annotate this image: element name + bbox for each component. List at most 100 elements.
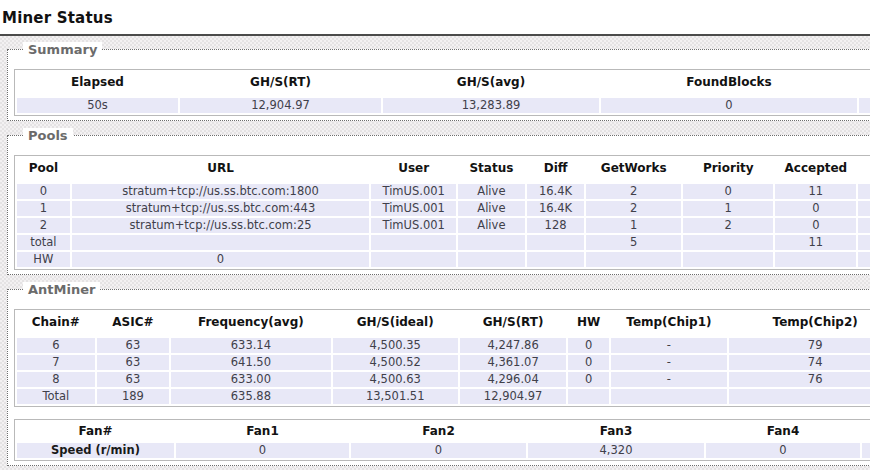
table-cell: 7 — [17, 355, 95, 370]
table-cell: 6 — [17, 338, 95, 353]
table-cell: 11 — [775, 235, 856, 250]
table-cell — [858, 235, 870, 250]
table-cell: 4,500.52 — [333, 355, 458, 370]
column-header-spacer — [862, 422, 870, 441]
table-cell — [862, 443, 870, 458]
header-row: PoolURLUserStatusDiffGetWorksPriorityAcc… — [17, 158, 870, 182]
table-cell: 0 — [351, 443, 526, 458]
table-cell: Alive — [458, 218, 525, 233]
table-cell: 0 — [601, 98, 857, 113]
table-row: 863633.004,500.634,296.040-76 — [17, 372, 870, 387]
page-content: Summary ElapsedGH/S(RT)GH/S(avg)FoundBlo… — [0, 36, 870, 470]
table-cell: 4,320 — [528, 443, 704, 458]
table-cell: 128 — [527, 218, 585, 233]
column-header: GH/S(RT) — [180, 72, 381, 96]
header-row: ElapsedGH/S(RT)GH/S(avg)FoundBlocks — [17, 72, 870, 96]
table-cell — [611, 389, 727, 404]
header-row: Fan#Fan1Fan2Fan3Fan4 — [17, 422, 870, 441]
table-cell — [527, 252, 585, 267]
table-cell — [568, 389, 609, 404]
table-cell: 0 — [568, 372, 609, 387]
table-cell: 0 — [775, 201, 856, 216]
table-cell: - — [611, 372, 727, 387]
table-cell — [683, 252, 773, 267]
table-cell: 4,296.04 — [460, 372, 566, 387]
column-header: Priority — [683, 158, 773, 182]
table-cell: 4,500.63 — [333, 372, 458, 387]
table-cell: 1 — [17, 201, 70, 216]
table-cell: 16.4K — [527, 201, 585, 216]
table-cell: 1 — [586, 218, 681, 233]
column-header: Fan4 — [706, 422, 860, 441]
table-cell — [729, 389, 870, 404]
column-header: GetWorks — [586, 158, 681, 182]
antminer-section: AntMiner Chain#ASIC#Frequency(avg)GH/S(i… — [7, 282, 870, 466]
table-cell: 12,904.97 — [460, 389, 566, 404]
table-cell: 1 — [683, 201, 773, 216]
table-row: HW0 — [17, 252, 870, 267]
table-cell: 0 — [17, 184, 70, 199]
column-header: Chain# — [17, 312, 95, 336]
summary-legend: Summary — [23, 42, 102, 57]
table-cell: 4,500.35 — [333, 338, 458, 353]
table-cell: 2 — [586, 184, 681, 199]
table-row: 2stratum+tcp://us.ss.btc.com:25TimUS.001… — [17, 218, 870, 233]
column-header: GH/S(avg) — [383, 72, 599, 96]
table-cell: total — [17, 235, 70, 250]
table-cell: 4,361.07 — [460, 355, 566, 370]
table-cell — [458, 235, 525, 250]
column-header: GH/S(ideal) — [333, 312, 458, 336]
table-cell: 189 — [97, 389, 170, 404]
table-row: 763641.504,500.524,361.070-74 — [17, 355, 870, 370]
table-cell: 50s — [17, 98, 178, 113]
table-cell: Alive — [458, 184, 525, 199]
table-cell: 63 — [97, 338, 170, 353]
column-header: Fan2 — [351, 422, 526, 441]
column-header-spacer — [859, 72, 870, 96]
column-header: Elapsed — [17, 72, 178, 96]
column-header: Status — [458, 158, 525, 182]
table-cell: 0 — [683, 184, 773, 199]
table-cell: 76 — [729, 372, 870, 387]
table-row: Speed (r/min)004,3200 — [17, 443, 870, 458]
column-header: HW — [568, 312, 609, 336]
column-header: Temp(Chip1) — [611, 312, 727, 336]
table-cell — [527, 235, 585, 250]
table-cell — [858, 218, 870, 233]
column-header: GH/S(RT) — [460, 312, 566, 336]
table-cell: 63 — [97, 355, 170, 370]
table-cell — [683, 235, 773, 250]
table-cell: stratum+tcp://us.ss.btc.com:1800 — [72, 184, 370, 199]
table-cell — [72, 235, 370, 250]
antminer-legend: AntMiner — [23, 282, 100, 297]
table-cell: 12,904.97 — [180, 98, 381, 113]
table-cell: - — [611, 355, 727, 370]
table-cell: 0 — [568, 338, 609, 353]
chains-table: Chain#ASIC#Frequency(avg)GH/S(ideal)GH/S… — [14, 309, 870, 407]
table-cell — [586, 252, 681, 267]
table-cell: stratum+tcp://us.ss.btc.com:443 — [72, 201, 370, 216]
header-row: Chain#ASIC#Frequency(avg)GH/S(ideal)GH/S… — [17, 312, 870, 336]
table-cell: 0 — [706, 443, 860, 458]
table-cell — [458, 252, 525, 267]
table-cell: TimUS.001 — [371, 218, 456, 233]
column-header: Fan# — [17, 422, 174, 441]
pools-section: Pools PoolURLUserStatusDiffGetWorksPrior… — [7, 128, 870, 275]
column-header: Frequency(avg) — [171, 312, 330, 336]
table-cell: 63 — [97, 372, 170, 387]
table-cell — [858, 201, 870, 216]
table-row: 50s12,904.9713,283.890 — [17, 98, 870, 113]
table-cell: 0 — [72, 252, 370, 267]
column-header: FoundBlocks — [601, 72, 857, 96]
table-cell: 5 — [586, 235, 681, 250]
table-cell: 74 — [729, 355, 870, 370]
table-cell: 0 — [775, 218, 856, 233]
table-row: Total189635.8813,501.5112,904.97 — [17, 389, 870, 404]
table-cell: 633.00 — [171, 372, 330, 387]
table-row: total 5 11 — [17, 235, 870, 250]
table-cell: 0 — [568, 355, 609, 370]
table-cell: Total — [17, 389, 95, 404]
table-cell: 13,283.89 — [383, 98, 599, 113]
table-cell: 8 — [17, 372, 95, 387]
table-cell: HW — [17, 252, 70, 267]
